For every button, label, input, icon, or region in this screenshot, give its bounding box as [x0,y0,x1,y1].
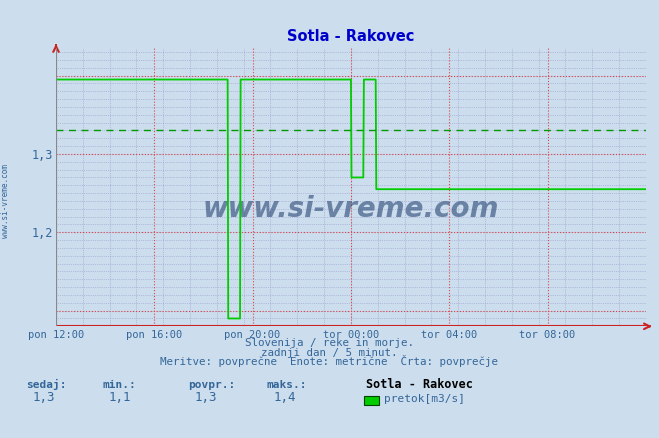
Text: www.si-vreme.com: www.si-vreme.com [1,165,10,238]
Text: povpr.:: povpr.: [188,380,235,390]
Text: Slovenija / reke in morje.: Slovenija / reke in morje. [245,338,414,348]
Text: 1,3: 1,3 [33,391,55,404]
Text: min.:: min.: [102,380,136,390]
Text: Sotla - Rakovec: Sotla - Rakovec [366,378,473,391]
Text: 1,1: 1,1 [109,391,131,404]
Text: 1,4: 1,4 [273,391,296,404]
Text: zadnji dan / 5 minut.: zadnji dan / 5 minut. [261,348,398,358]
Text: maks.:: maks.: [267,380,307,390]
Text: pretok[m3/s]: pretok[m3/s] [384,394,465,404]
Text: www.si-vreme.com: www.si-vreme.com [203,195,499,223]
Title: Sotla - Rakovec: Sotla - Rakovec [287,29,415,44]
Text: Meritve: povprečne  Enote: metrične  Črta: povprečje: Meritve: povprečne Enote: metrične Črta:… [161,355,498,367]
Text: sedaj:: sedaj: [26,378,67,390]
Text: 1,3: 1,3 [194,391,217,404]
